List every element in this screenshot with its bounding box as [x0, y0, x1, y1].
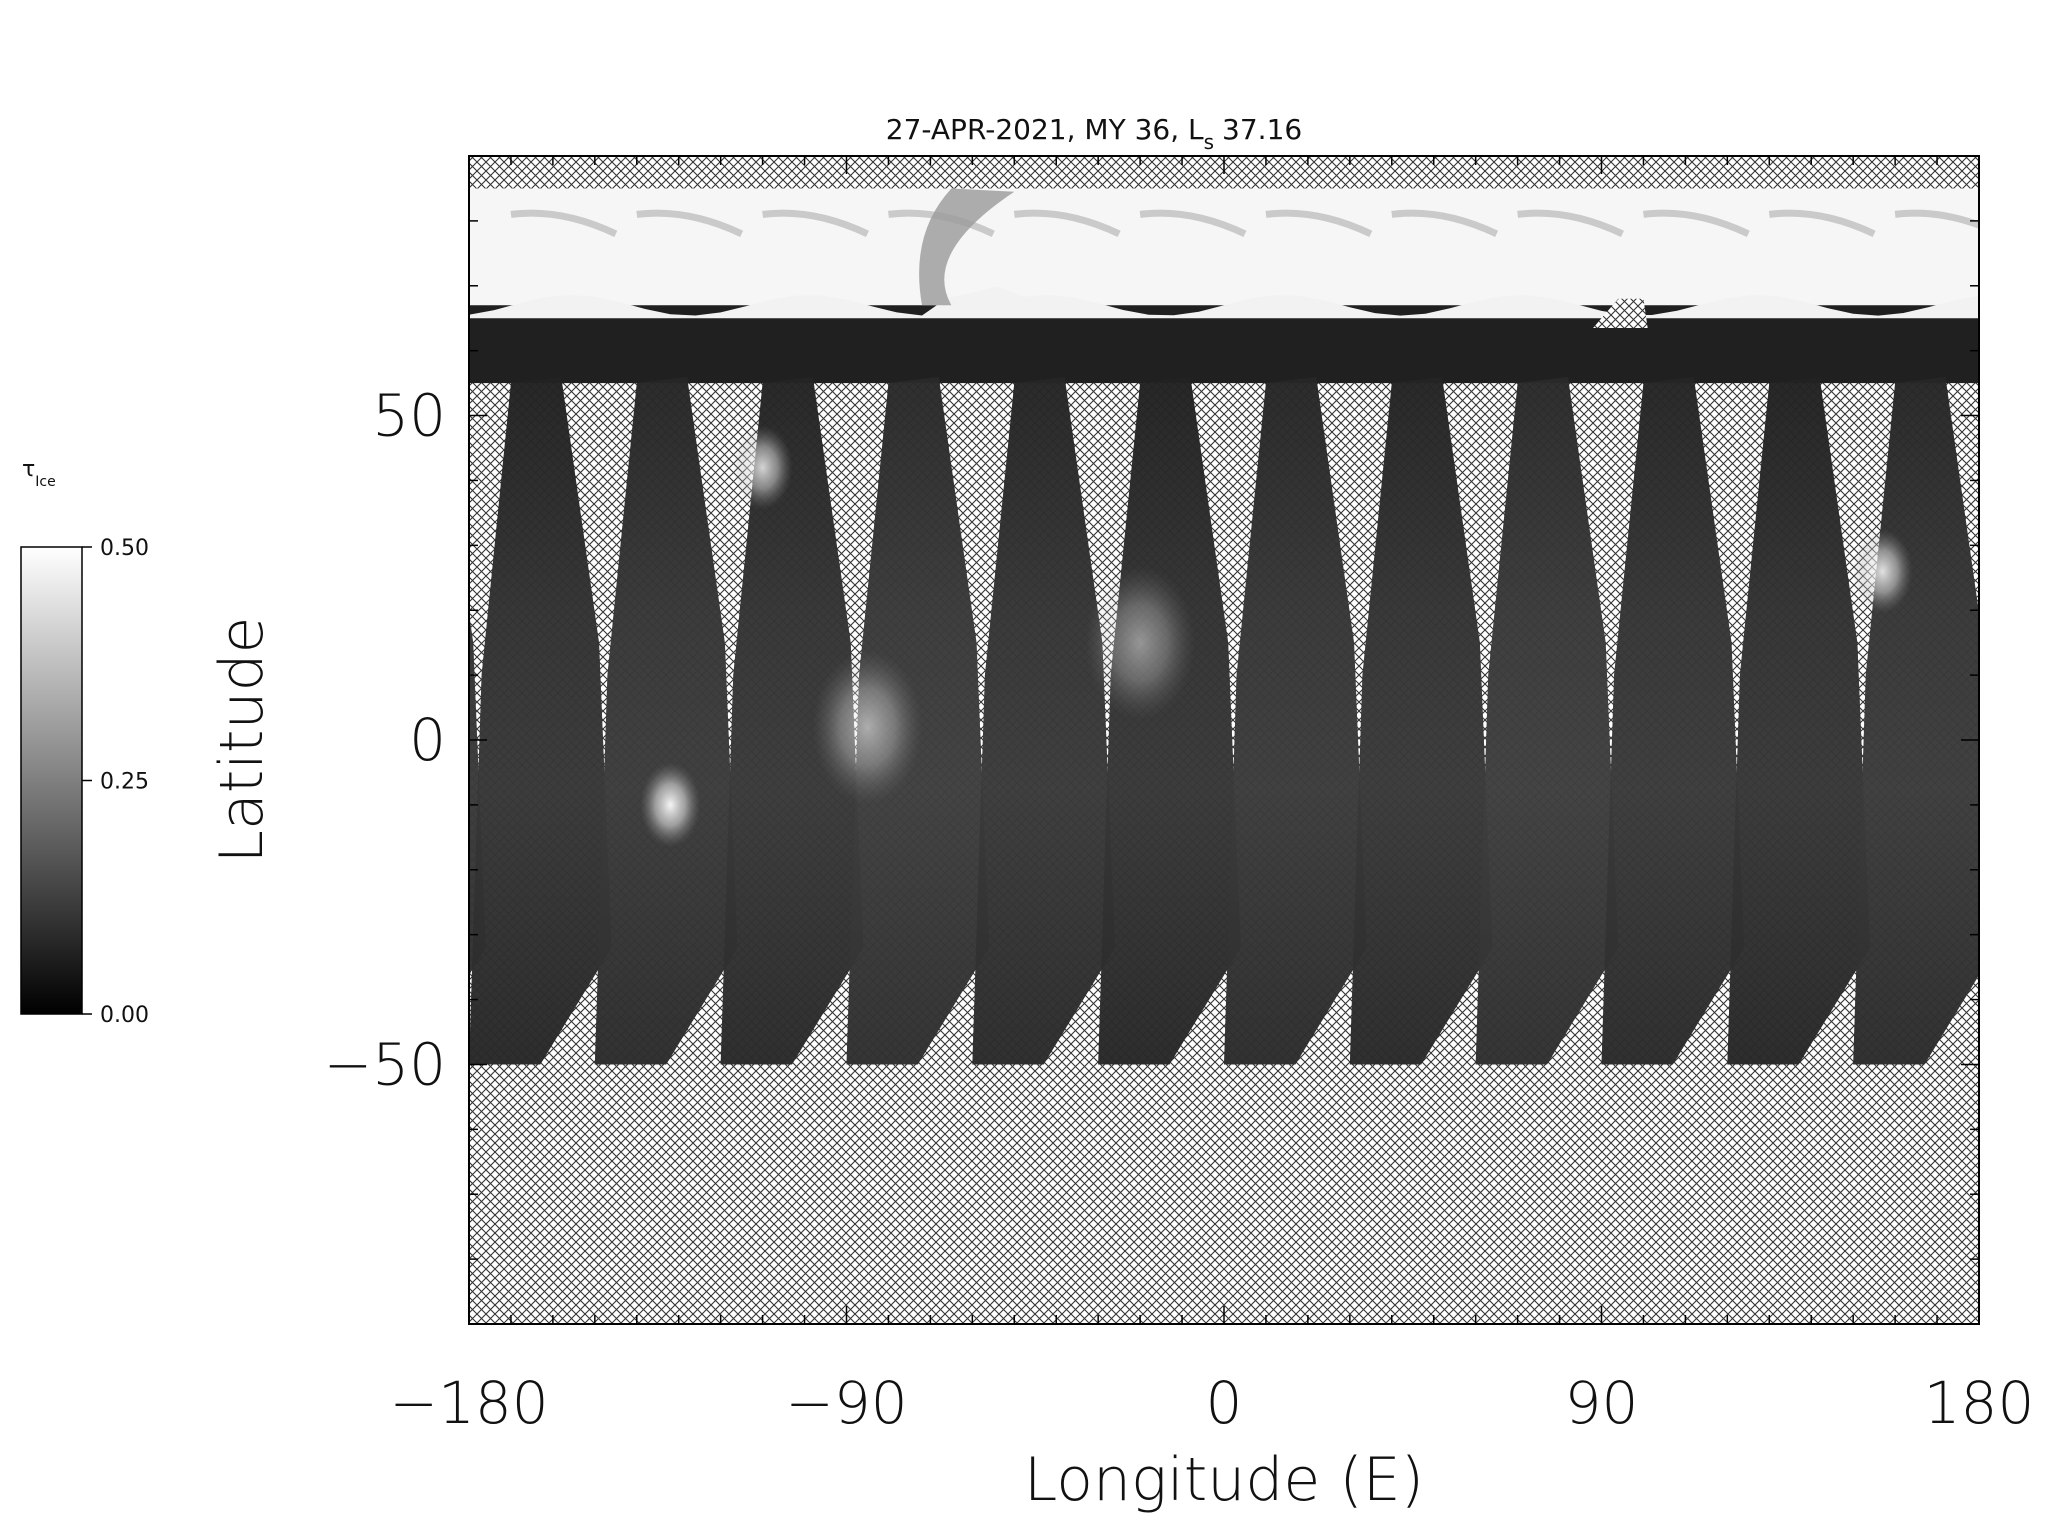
data-gap	[1602, 561, 1613, 634]
cap-streak	[1517, 209, 1624, 238]
colorbar-ticks: 0.00 0.25 0.50	[82, 536, 149, 1028]
x-tick-label: 180	[1924, 1369, 2035, 1437]
data-swath-shading	[1224, 377, 1367, 1065]
swath-group	[469, 377, 1990, 1065]
polar-cap-bright	[469, 188, 1979, 306]
cap-streak	[1642, 209, 1750, 238]
x-tick-label: −90	[785, 1369, 907, 1437]
data-gap	[596, 561, 607, 634]
data-gap	[973, 561, 984, 634]
colorbar-tick-label: 0.25	[100, 770, 149, 795]
data-gap	[847, 561, 858, 634]
data-swath-shading	[594, 377, 738, 1065]
cloud-feature	[640, 762, 701, 847]
cap-streak	[1265, 209, 1373, 238]
axis-ticks	[468, 155, 1980, 1325]
data-swath-shading	[972, 377, 1115, 1065]
map-area	[469, 156, 1990, 1324]
x-tick-labels: −180 −90 0 90 180	[389, 1369, 2034, 1437]
data-gap	[1351, 561, 1362, 634]
data-swath-shading	[720, 377, 864, 1065]
colorbar-tick-label: 0.00	[100, 1003, 149, 1028]
y-tick-label: 0	[409, 706, 446, 774]
cloud-feature	[1852, 529, 1913, 614]
cloud-feature	[1085, 565, 1196, 720]
cap-streak	[1013, 209, 1121, 238]
y-tick-labels: −50 0 50	[324, 382, 446, 1099]
data-swath-shading	[1098, 377, 1241, 1065]
data-gap	[1225, 561, 1236, 634]
cap-gap	[1593, 298, 1648, 328]
cap-streak	[1768, 209, 1876, 238]
y-tick-label: 50	[372, 382, 446, 450]
x-tick-label: 0	[1206, 1369, 1243, 1437]
chart-title: 27-APR-2021, MY 36, Ls 37.16	[886, 113, 1302, 154]
polar-cap-edge	[469, 286, 1979, 319]
x-tick-label: −180	[389, 1369, 548, 1437]
title-subscript: s	[1204, 130, 1214, 154]
data-swath-shading	[469, 377, 612, 1065]
y-tick-label: −50	[324, 1030, 446, 1098]
cap-streak	[762, 209, 869, 238]
cap-streak	[636, 209, 744, 238]
data-swath-shading	[1601, 377, 1745, 1065]
data-gap	[470, 561, 481, 634]
data-gap	[1728, 561, 1739, 634]
cap-streak	[1391, 209, 1499, 238]
data-gap	[1476, 561, 1487, 634]
cloud-features	[640, 425, 1913, 847]
cloud-feature	[812, 650, 923, 805]
cap-streak	[1139, 209, 1247, 238]
colorbar-label-subscript: Ice	[35, 474, 55, 490]
colorbar-gradient	[20, 546, 83, 1015]
data-swath-shading	[1349, 377, 1493, 1065]
title-value: 37.16	[1222, 113, 1302, 146]
y-axis-label: Latitude	[207, 617, 277, 864]
cap-streak	[510, 209, 618, 238]
data-swath-shading	[1475, 377, 1619, 1065]
x-tick-label: 90	[1565, 1369, 1639, 1437]
data-swath-shading	[1727, 377, 1870, 1065]
colorbar: τIce 0.00 0.25 0.50	[20, 457, 149, 1028]
x-axis-label: Longitude (E)	[1024, 1445, 1424, 1515]
cloud-feature	[732, 425, 793, 510]
data-gap	[1980, 561, 1990, 633]
data-gap	[721, 561, 732, 634]
colorbar-label: τIce	[22, 457, 56, 490]
polar-cap	[469, 188, 1979, 328]
colorbar-tick-label: 0.50	[100, 536, 149, 561]
cap-streak	[1894, 209, 1979, 229]
cap-overlap-arc	[919, 188, 1015, 306]
